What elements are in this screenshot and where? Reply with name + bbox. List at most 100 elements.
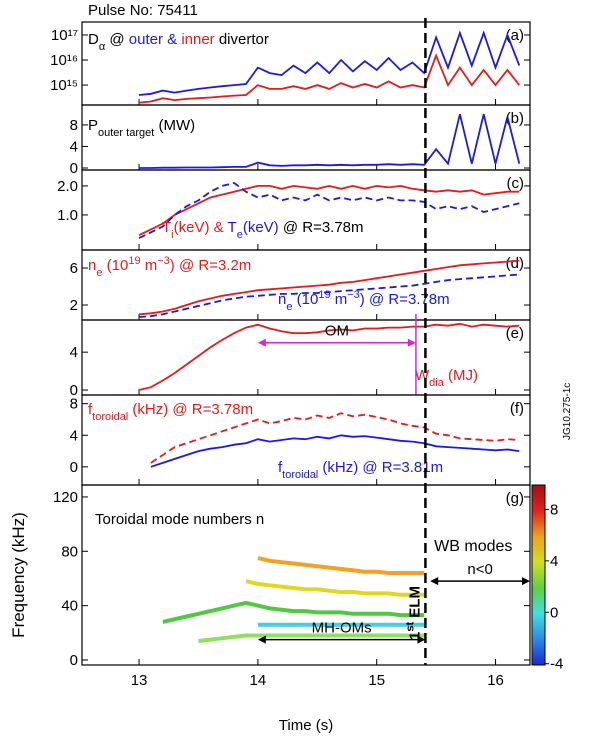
series-line [150, 434, 520, 468]
label-part: ) @ R=3.2m [170, 257, 252, 274]
panel-label: Dα @ outer & inner divertor [88, 31, 269, 53]
panel-letter: (c) [507, 175, 525, 192]
mode-line [257, 556, 425, 575]
label-part: T [162, 219, 171, 236]
series-line [138, 30, 521, 96]
label-part: & [163, 31, 181, 48]
arrow-head [257, 635, 266, 644]
label-part: outer [129, 31, 163, 48]
y-axis-title: Frequency (kHz) [9, 512, 28, 638]
label-part: 19 [128, 255, 140, 267]
y-tick-label: 4 [70, 427, 78, 444]
panel: 048 (f)ftoroidal (kHz) @ R=3.78mftoroidal… [70, 394, 531, 486]
label-part: inner [181, 31, 214, 48]
label-part: (10 [102, 257, 128, 274]
x-tick-label: 14 [250, 672, 267, 689]
panel: 0 4 (e) Wdia (MJ) OM [70, 314, 531, 399]
panel-label: ne (1019 m−3) @ R=3.78m [278, 289, 450, 313]
panel-label: ftoroidal (kHz) @ R=3.81m [278, 459, 443, 481]
label-part: P [88, 117, 98, 134]
label-part: m [331, 291, 348, 308]
panel: 0 4 8 (b) Pouter target (MW) [70, 104, 531, 177]
y-tick-label: 10¹⁷ [51, 27, 78, 44]
y-tick-label: 6 [70, 260, 78, 277]
label-part: divertor [215, 31, 269, 48]
panel-frame [81, 169, 531, 251]
label-part: toroidal [282, 469, 318, 481]
panel: 0 40 80 120 13 14 15 16 (g) -4 0 4 8 Frequency (kHz) T… [9, 484, 563, 689]
y-tick-label: 40 [61, 598, 78, 615]
label-part: f [278, 459, 283, 476]
arrow-title: WB modes [434, 538, 512, 555]
label-part: dia [429, 377, 445, 389]
label-part: α [99, 41, 106, 53]
arrow-label: OM [325, 323, 349, 340]
arrow-head [522, 577, 530, 586]
arrow-label: MH-OMs [312, 620, 372, 637]
label-part: −3 [157, 255, 170, 267]
label-part: D [88, 31, 99, 48]
label-part: 1 [406, 632, 423, 640]
label-part: Toroidal mode numbers n [95, 511, 264, 528]
label-part: ) @ R=3.78m [360, 291, 450, 308]
arrow-head [407, 338, 416, 347]
y-tick-label: 8 [70, 117, 78, 134]
label-part: (kHz) @ R=3.81m [318, 459, 443, 476]
label-part: outer target [98, 127, 154, 139]
label-part: f [88, 401, 93, 418]
x-axis-title: Time (s) [279, 717, 333, 734]
y-tick-label: 1.0 [57, 207, 78, 224]
panel-label: Pouter target (MW) [88, 117, 195, 139]
label-part: 19 [318, 289, 330, 301]
mode-line [198, 633, 425, 643]
series-line [138, 273, 520, 318]
panel-label: Ti(keV) & Te(keV) @ R=3.78m [162, 219, 364, 241]
panel-label: Wdia (MJ) [415, 367, 478, 389]
x-tick-label: 16 [487, 672, 504, 689]
panel-label: Toroidal mode numbers n [95, 511, 264, 528]
arrow-head [417, 635, 426, 644]
y-tick-label: 10¹⁵ [50, 77, 78, 94]
elm-label: 1st ELM [404, 586, 423, 640]
series-line [138, 322, 520, 391]
y-tick-label: 4 [70, 344, 78, 361]
label-part: @ [105, 31, 129, 48]
label-part: (MW) [154, 117, 195, 134]
label-part: T [228, 219, 237, 236]
figure-title: Pulse No: 75411 [88, 2, 198, 19]
panel-frame [81, 484, 531, 666]
y-tick-label: 80 [61, 543, 78, 560]
label-part: (10 [292, 291, 318, 308]
y-tick-label: 8 [70, 396, 78, 413]
label-part: m [141, 257, 158, 274]
y-tick-label: 10¹⁶ [50, 52, 78, 69]
series-line [150, 412, 520, 464]
arrow-head [430, 577, 439, 586]
series-line [138, 184, 520, 237]
label-part: e [96, 267, 102, 279]
colorbar-tick-label: -4 [550, 656, 563, 673]
arrow-head [257, 338, 266, 347]
series-line [138, 182, 520, 239]
x-tick-label: 13 [131, 672, 148, 689]
label-part: ELM [406, 586, 423, 622]
y-tick-label: 0 [70, 382, 78, 399]
label-part: n [88, 257, 96, 274]
label-part: (keV) [243, 219, 279, 236]
label-part: W [415, 367, 430, 384]
mode-line [162, 600, 425, 624]
x-tick-label: 15 [368, 672, 385, 689]
label-part: (MJ) [444, 367, 478, 384]
y-tick-label: 0 [70, 160, 78, 177]
y-tick-label: 2.0 [57, 178, 78, 195]
label-part: e [286, 301, 292, 313]
y-tick-label: 0 [70, 459, 78, 476]
panel-label: ne (1019 m−3) @ R=3.2m [88, 255, 251, 279]
panel: 1.0 2.0 (c) Ti(keV) & Te(keV) @ R=3.78m [57, 169, 531, 251]
colorbar [531, 484, 546, 666]
panel-label: ftoroidal (kHz) @ R=3.78m [88, 401, 253, 423]
label-part: e [237, 229, 243, 241]
label-part: n [278, 291, 286, 308]
